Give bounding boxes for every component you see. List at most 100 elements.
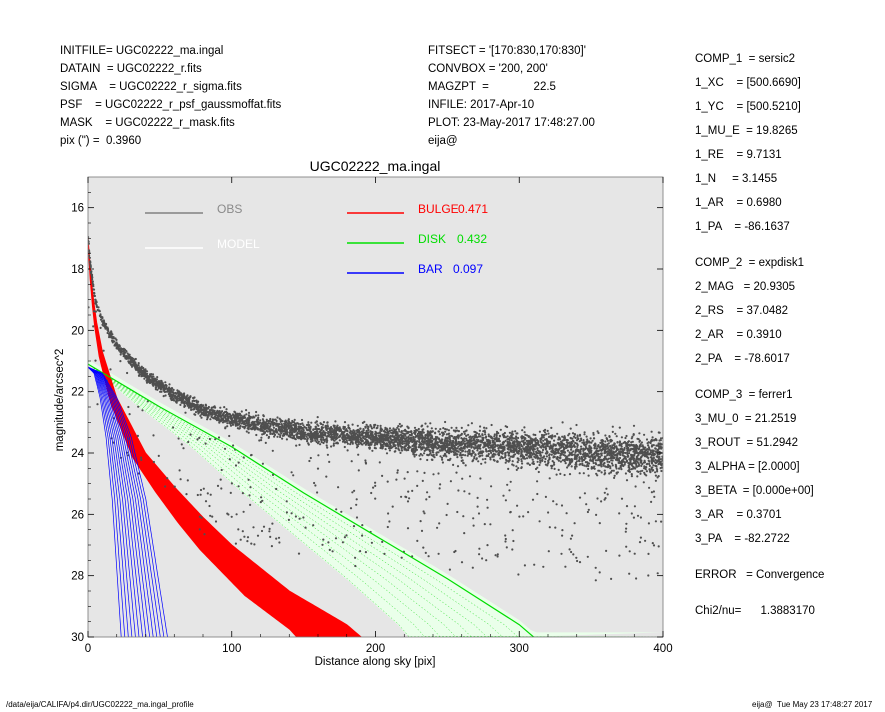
obs-point: [553, 464, 555, 466]
obs-point: [649, 471, 651, 473]
obs-point: [438, 447, 440, 449]
obs-point: [616, 435, 618, 437]
obs-point: [344, 441, 346, 443]
obs-point: [200, 413, 202, 415]
obs-point: [354, 557, 356, 559]
obs-point: [375, 434, 377, 436]
obs-point: [514, 430, 516, 432]
obs-point: [369, 444, 371, 446]
obs-point: [546, 450, 548, 452]
obs-point: [398, 430, 400, 432]
obs-point: [548, 454, 550, 456]
obs-point: [458, 451, 460, 453]
obs-point: [581, 458, 583, 460]
obs-point: [302, 434, 304, 436]
obs-point: [441, 459, 443, 461]
obs-point: [327, 421, 329, 423]
obs-point: [250, 454, 252, 456]
obs-point: [561, 504, 563, 506]
obs-point: [509, 459, 511, 461]
obs-point: [646, 456, 648, 458]
obs-point: [332, 433, 334, 435]
obs-point: [608, 461, 610, 463]
obs-point: [590, 437, 592, 439]
obs-point: [431, 435, 433, 437]
obs-point: [317, 428, 319, 430]
obs-point: [533, 434, 535, 436]
obs-point: [588, 509, 590, 511]
obs-point: [292, 474, 294, 476]
obs-point: [452, 450, 454, 452]
obs-point: [539, 462, 541, 464]
obs-point: [496, 450, 498, 452]
obs-point: [625, 445, 627, 447]
obs-point: [625, 523, 627, 525]
obs-point: [310, 431, 312, 433]
obs-point: [427, 436, 429, 438]
obs-point: [164, 381, 166, 383]
obs-point: [246, 430, 248, 432]
obs-point: [587, 448, 589, 450]
obs-point: [434, 444, 436, 446]
obs-point: [635, 452, 637, 454]
obs-point: [558, 469, 560, 471]
obs-point: [652, 542, 654, 544]
obs-point: [521, 462, 523, 464]
obs-point: [356, 434, 358, 436]
obs-point: [214, 407, 216, 409]
obs-point: [271, 422, 273, 424]
obs-point: [621, 460, 623, 462]
obs-point: [365, 462, 367, 464]
obs-point: [564, 474, 566, 476]
obs-point: [205, 500, 207, 502]
obs-point: [205, 413, 207, 415]
obs-point: [646, 438, 648, 440]
obs-point: [129, 354, 131, 356]
obs-point: [288, 519, 290, 521]
obs-point: [651, 491, 653, 493]
obs-point: [594, 443, 596, 445]
obs-point: [511, 439, 513, 441]
obs-point: [322, 435, 324, 437]
obs-point: [94, 299, 96, 301]
obs-point: [425, 552, 427, 554]
obs-point: [246, 540, 248, 542]
obs-point: [564, 452, 566, 454]
obs-point: [127, 360, 129, 362]
obs-point: [369, 424, 371, 426]
obs-point: [286, 511, 288, 513]
obs-point: [615, 466, 617, 468]
obs-point: [388, 520, 390, 522]
obs-point: [253, 416, 255, 418]
obs-point: [140, 459, 142, 461]
obs-point: [551, 434, 553, 436]
obs-point: [260, 437, 262, 439]
obs-point: [319, 436, 321, 438]
obs-point: [570, 453, 572, 455]
obs-point: [621, 436, 623, 438]
obs-point: [448, 433, 450, 435]
obs-point: [425, 449, 427, 451]
obs-point: [567, 465, 569, 467]
obs-point: [570, 446, 572, 448]
obs-point: [200, 417, 202, 419]
obs-point: [283, 425, 285, 427]
obs-point: [463, 431, 465, 433]
obs-point: [358, 432, 360, 434]
obs-point: [605, 488, 607, 490]
obs-point: [414, 455, 416, 457]
obs-point: [583, 453, 585, 455]
obs-point: [539, 460, 541, 462]
obs-point: [336, 425, 338, 427]
obs-point: [511, 548, 513, 550]
obs-point: [422, 480, 424, 482]
obs-point: [232, 420, 234, 422]
obs-point: [119, 351, 121, 353]
obs-point: [588, 475, 590, 477]
obs-point: [537, 444, 539, 446]
obs-point: [536, 452, 538, 454]
obs-point: [503, 436, 505, 438]
obs-point: [168, 388, 170, 390]
obs-point: [579, 464, 581, 466]
obs-point: [561, 535, 563, 537]
